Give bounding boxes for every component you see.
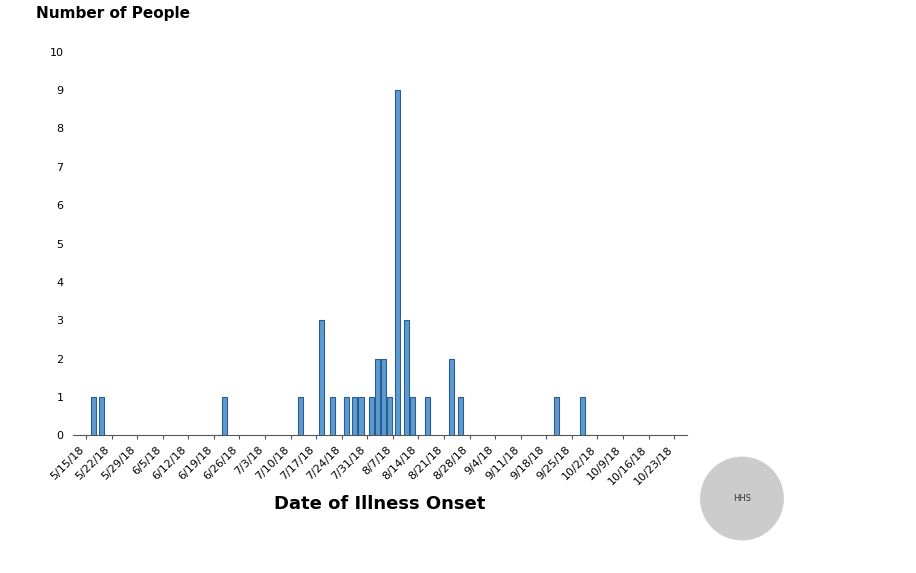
Bar <box>375 359 379 435</box>
Bar <box>368 397 374 435</box>
Bar <box>319 320 324 435</box>
Bar <box>395 90 400 435</box>
X-axis label: Date of Illness Onset: Date of Illness Onset <box>275 495 485 513</box>
Bar <box>358 397 364 435</box>
Bar <box>92 397 96 435</box>
Text: HHS: HHS <box>733 494 751 503</box>
Text: Centers for Disease
Control and Prevention: Centers for Disease Control and Preventi… <box>814 513 871 524</box>
Bar <box>299 397 303 435</box>
Bar <box>387 397 392 435</box>
Text: Number of People: Number of People <box>37 6 191 21</box>
Bar <box>449 359 453 435</box>
Bar <box>580 397 584 435</box>
Bar <box>344 397 349 435</box>
Bar <box>331 397 335 435</box>
Bar <box>381 359 386 435</box>
Circle shape <box>701 457 783 540</box>
Text: CDC: CDC <box>822 478 864 497</box>
Bar <box>410 397 416 435</box>
Bar <box>352 397 357 435</box>
Bar <box>458 397 463 435</box>
Bar <box>222 397 227 435</box>
Bar <box>425 397 430 435</box>
Bar <box>554 397 559 435</box>
Bar <box>99 397 104 435</box>
Bar <box>404 320 409 435</box>
